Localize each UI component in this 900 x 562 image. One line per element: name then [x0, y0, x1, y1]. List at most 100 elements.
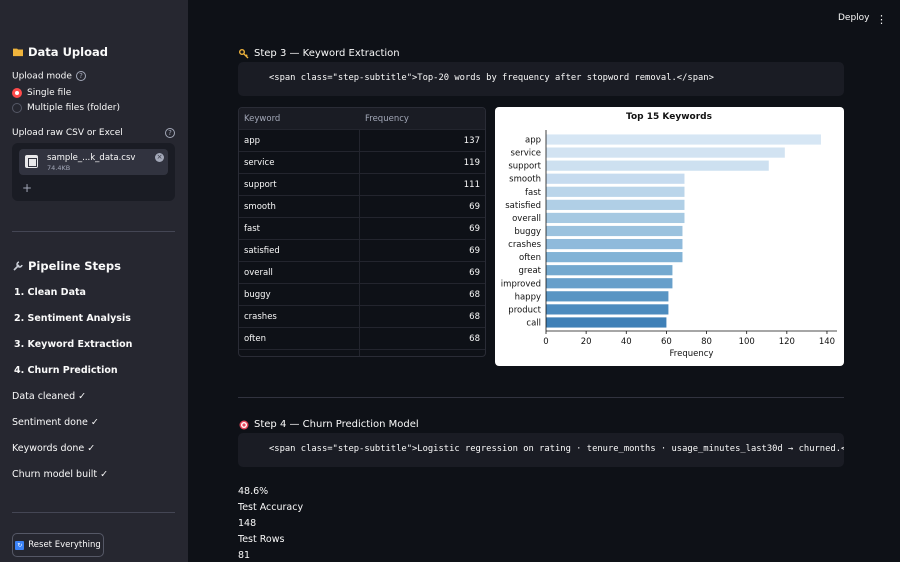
data-upload-heading: Data Upload [13, 45, 108, 59]
pipeline-heading: Pipeline Steps [13, 259, 121, 273]
table-row[interactable]: crashes 68 [239, 306, 485, 328]
step4-title: Step 4 — Churn Prediction Model [254, 419, 419, 430]
table-row[interactable]: overall 69 [239, 262, 485, 284]
chart-bar [546, 265, 673, 276]
section-divider [238, 397, 844, 398]
chart-bar [546, 160, 769, 171]
data-upload-title: Data Upload [28, 45, 108, 59]
chart-bar [546, 147, 785, 158]
chart-category-label: great [519, 266, 542, 276]
step4-heading: Step 4 — Churn Prediction Model [239, 419, 419, 430]
chart-bar [546, 134, 821, 145]
deploy-button[interactable]: Deploy [838, 13, 870, 23]
divider [12, 231, 175, 232]
plus-icon[interactable]: + [22, 181, 33, 195]
upload-file-label: Upload raw CSV or Excel ? [12, 128, 175, 138]
chart-x-tick-label: 40 [621, 337, 632, 347]
table-row[interactable]: support 111 [239, 174, 485, 196]
keyword-cell: satisfied [244, 246, 280, 256]
table-row[interactable]: app 137 [239, 130, 485, 152]
file-uploader[interactable]: sample_...k_data.csv 74.4KB × + [12, 143, 175, 201]
radio-label-multiple: Multiple files (folder) [27, 103, 121, 113]
keyword-table[interactable]: Keyword Frequency app 137 service 119 suppor… [238, 107, 486, 357]
column-separator [359, 108, 360, 356]
chart-bar [546, 212, 685, 224]
chart-category-label: buggy [514, 227, 541, 237]
file-name: sample_...k_data.csv [47, 153, 136, 163]
keyword-cell: support [244, 180, 277, 190]
step3-title: Step 3 — Keyword Extraction [254, 48, 400, 59]
chart-bar [546, 304, 669, 315]
table-row[interactable]: buggy 68 [239, 284, 485, 306]
frequency-cell: 137 [463, 136, 480, 146]
radio-multiple-files[interactable]: Multiple files (folder) [12, 103, 120, 113]
status-churn-built: Churn model built ✓ [12, 469, 109, 480]
more-vertical-icon[interactable]: ⋮ [876, 13, 887, 26]
upload-file-text: Upload raw CSV or Excel [12, 128, 123, 138]
table-header: Keyword Frequency [239, 108, 485, 130]
reset-label: Reset Everything [28, 540, 101, 550]
sidebar: Data Upload Upload mode? Single file Mul… [0, 0, 188, 562]
step4-code-text: <span class="step-subtitle">Logistic reg… [269, 444, 844, 454]
frequency-cell: 111 [463, 180, 480, 190]
table-row[interactable]: service 119 [239, 152, 485, 174]
reset-icon: ↻ [15, 540, 25, 550]
chart-category-label: fast [525, 188, 542, 198]
upload-mode-text: Upload mode [12, 71, 72, 82]
chart-x-tick-label: 60 [661, 337, 672, 347]
target-icon [239, 420, 249, 429]
file-size: 74.4KB [47, 164, 71, 172]
pipeline-step-3: 3. Keyword Extraction [14, 339, 133, 350]
chart-x-tick-label: 120 [779, 337, 795, 347]
status-keywords-done: Keywords done ✓ [12, 443, 96, 454]
chart-bar [546, 225, 683, 237]
reset-everything-button[interactable]: ↻ Reset Everything [12, 533, 104, 557]
frequency-cell: 69 [469, 246, 480, 256]
radio-single-file[interactable]: Single file [12, 88, 71, 98]
chart-x-tick-label: 100 [739, 337, 755, 347]
step3-code-text: <span class="step-subtitle">Top-20 words… [269, 73, 714, 83]
key-icon [239, 48, 249, 58]
chart-category-label: satisfied [505, 201, 541, 211]
table-row[interactable]: often 68 [239, 328, 485, 350]
chart-category-label: smooth [509, 175, 541, 185]
pipeline-step-1: 1. Clean Data [14, 287, 86, 298]
chart-category-label: happy [515, 292, 541, 302]
upload-mode-label: Upload mode? [12, 71, 86, 82]
chart-x-tick-label: 0 [543, 337, 548, 347]
chart-title: Top 15 Keywords [626, 112, 712, 122]
chart-svg: Top 15 Keywords app service support smooth fa… [501, 112, 837, 359]
radio-selected-icon[interactable] [12, 88, 22, 98]
header-keyword[interactable]: Keyword [244, 114, 281, 124]
frequency-cell: 69 [469, 268, 480, 278]
chart-bar [546, 278, 673, 289]
chart-category-label: support [508, 162, 541, 172]
radio-unselected-icon[interactable] [12, 103, 22, 113]
header-frequency[interactable]: Frequency [365, 114, 409, 124]
keywords-chart: Top 15 Keywords app service support smooth fa… [495, 107, 844, 366]
table-row[interactable]: satisfied 69 [239, 240, 485, 262]
chart-category-label: service [511, 149, 541, 159]
step3-heading: Step 3 — Keyword Extraction [239, 48, 400, 59]
step3-code-block: <span class="step-subtitle">Top-20 words… [238, 62, 844, 96]
metric-value: 81 [238, 550, 251, 561]
close-icon[interactable]: × [155, 153, 164, 162]
accuracy-label: Test Accuracy [238, 502, 304, 513]
status-sentiment-done: Sentiment done ✓ [12, 417, 99, 428]
help-icon[interactable]: ? [75, 71, 86, 81]
keyword-cell: smooth [244, 202, 276, 212]
table-row[interactable]: fast 69 [239, 218, 485, 240]
frequency-cell: 68 [469, 312, 480, 322]
keyword-cell: app [244, 136, 260, 146]
chart-bar [546, 291, 669, 302]
chart-bar [546, 173, 685, 184]
frequency-cell: 68 [469, 290, 480, 300]
step4-code-block: <span class="step-subtitle">Logistic reg… [238, 433, 844, 467]
pipeline-step-4: 4. Churn Prediction [14, 365, 118, 376]
table-row[interactable]: smooth 69 [239, 196, 485, 218]
divider [12, 512, 175, 513]
accuracy-value: 48.6% [238, 486, 269, 497]
keyword-cell: buggy [244, 290, 271, 300]
chart-bar [546, 317, 667, 328]
help-icon[interactable]: ? [165, 128, 175, 138]
